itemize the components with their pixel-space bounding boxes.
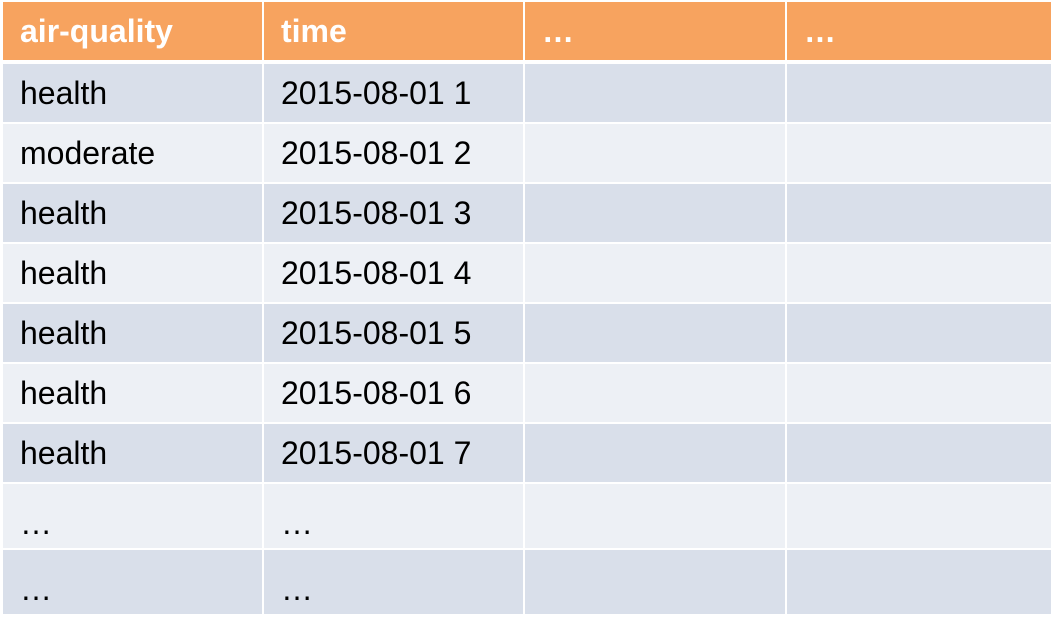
table-row: health 2015-08-01 6 <box>1 362 1052 424</box>
cell-time: 2015-08-01 4 <box>262 242 525 304</box>
table-row: moderate 2015-08-01 2 <box>1 122 1052 184</box>
cell-more-1 <box>523 482 787 550</box>
cell-more-1 <box>523 61 787 124</box>
cell-more-1 <box>523 302 787 364</box>
cell-time: 2015-08-01 2 <box>262 122 525 184</box>
cell-air-quality: health <box>1 362 264 424</box>
cell-time: 2015-08-01 6 <box>262 362 525 424</box>
cell-more-1 <box>523 548 787 616</box>
cell-time: 2015-08-01 5 <box>262 302 525 364</box>
cell-more-2 <box>785 422 1052 484</box>
cell-more-1 <box>523 182 787 244</box>
cell-more-2 <box>785 362 1052 424</box>
table-row: health 2015-08-01 4 <box>1 242 1052 304</box>
cell-more-2 <box>785 302 1052 364</box>
cell-more-2 <box>785 122 1052 184</box>
cell-air-quality: health <box>1 182 264 244</box>
table-row: health 2015-08-01 5 <box>1 302 1052 364</box>
table-row: … … <box>1 548 1052 616</box>
cell-air-quality: … <box>1 482 264 550</box>
cell-more-2 <box>785 482 1052 550</box>
column-header-more-1[interactable]: … <box>523 0 787 64</box>
cell-air-quality: health <box>1 422 264 484</box>
cell-time: … <box>262 548 525 616</box>
cell-air-quality: … <box>1 548 264 616</box>
cell-more-2 <box>785 61 1052 124</box>
column-header-time[interactable]: time <box>262 0 525 64</box>
cell-time: 2015-08-01 1 <box>262 61 525 124</box>
table-row: health 2015-08-01 7 <box>1 422 1052 484</box>
cell-more-1 <box>523 422 787 484</box>
cell-air-quality: health <box>1 61 264 124</box>
table-row: health 2015-08-01 3 <box>1 182 1052 244</box>
cell-time: 2015-08-01 3 <box>262 182 525 244</box>
cell-more-2 <box>785 242 1052 304</box>
cell-time: 2015-08-01 7 <box>262 422 525 484</box>
table-row: health 2015-08-01 1 <box>1 61 1052 124</box>
cell-more-1 <box>523 122 787 184</box>
header-row: air-quality time … … <box>1 0 1052 64</box>
cell-more-1 <box>523 362 787 424</box>
cell-air-quality: health <box>1 242 264 304</box>
cell-air-quality: moderate <box>1 122 264 184</box>
cell-air-quality: health <box>1 302 264 364</box>
column-header-more-2[interactable]: … <box>785 0 1052 64</box>
column-header-air-quality[interactable]: air-quality <box>1 0 264 64</box>
cell-more-2 <box>785 548 1052 616</box>
cell-more-2 <box>785 182 1052 244</box>
cell-more-1 <box>523 242 787 304</box>
table-row: … … <box>1 482 1052 550</box>
cell-time: … <box>262 482 525 550</box>
